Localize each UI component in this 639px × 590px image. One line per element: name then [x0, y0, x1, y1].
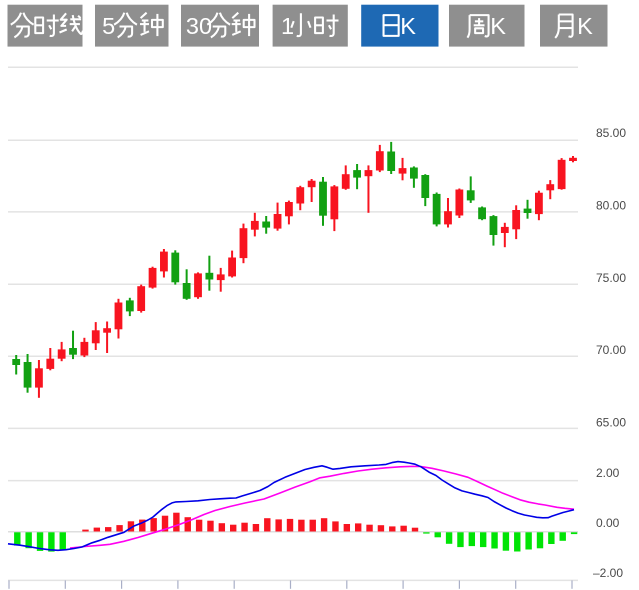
svg-text:85.00: 85.00	[596, 126, 626, 140]
svg-text:30: 30	[186, 13, 212, 39]
svg-text:–2.00: –2.00	[593, 566, 623, 580]
svg-text:K: K	[577, 13, 593, 39]
svg-text:2.00: 2.00	[596, 466, 620, 480]
svg-text:75.00: 75.00	[596, 271, 626, 285]
svg-text:1: 1	[281, 13, 294, 39]
svg-text:K: K	[490, 13, 506, 39]
svg-text:65.00: 65.00	[596, 416, 626, 430]
svg-text:5: 5	[102, 13, 115, 39]
svg-text:80.00: 80.00	[596, 199, 626, 213]
svg-text:70.00: 70.00	[596, 343, 626, 357]
svg-text:0.00: 0.00	[596, 516, 620, 530]
svg-text:K: K	[400, 13, 416, 39]
